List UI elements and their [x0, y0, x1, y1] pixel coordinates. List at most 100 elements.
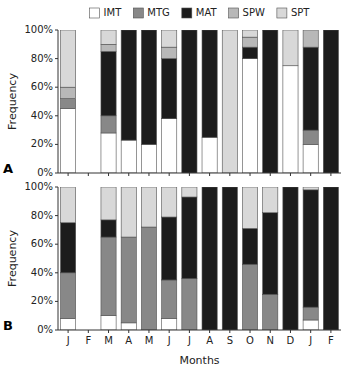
x-tick — [108, 330, 109, 333]
x-tick-label: A — [125, 335, 132, 346]
y-axis-line — [58, 30, 59, 173]
y-tick — [55, 244, 58, 245]
y-tick — [55, 30, 58, 31]
legend-label: MTG — [147, 7, 170, 18]
x-tick — [128, 330, 129, 333]
bar-segment — [182, 30, 197, 173]
x-tick-label: J — [308, 335, 312, 346]
x-tick-label: M — [104, 335, 113, 346]
y-tick-label: 40% — [31, 110, 53, 121]
bar-segment — [61, 187, 76, 223]
bar-segment — [242, 37, 257, 47]
bar-segment — [61, 319, 76, 330]
bar-segment — [303, 144, 318, 173]
bar-segment — [141, 30, 156, 31]
bar-segment — [141, 187, 156, 227]
bar-segment — [61, 109, 76, 173]
x-tick-label: M — [145, 335, 154, 346]
bar-segment — [101, 30, 116, 44]
bar-segment — [61, 273, 76, 319]
bar-segment — [101, 187, 116, 220]
x-tick — [169, 330, 170, 333]
x-tick-label: A — [206, 335, 213, 346]
panel: 0%20%40%60%80%100%JFMAMJJASONDJFFrequenc… — [3, 181, 341, 367]
bar-segment — [242, 264, 257, 330]
chart: 0%20%40%60%80%100%FrequencyAIMTMTGMATSPW… — [0, 0, 349, 388]
bar-segment — [141, 227, 156, 330]
x-tick — [270, 173, 271, 176]
bar-segment — [101, 116, 116, 133]
x-tick-label: S — [227, 335, 233, 346]
y-tick — [55, 187, 58, 188]
x-tick — [270, 330, 271, 333]
legend-swatch — [277, 8, 287, 18]
bar-segment — [162, 217, 177, 280]
y-tick — [55, 330, 58, 331]
x-tick — [209, 330, 210, 333]
bar-segment — [61, 30, 76, 87]
legend-item: SPT — [277, 7, 310, 18]
bar-segment — [222, 30, 237, 173]
x-tick — [128, 173, 129, 176]
bar-segment — [303, 320, 318, 330]
bar-segment — [182, 30, 197, 31]
y-tick-label: 60% — [31, 81, 53, 92]
bar-segment — [303, 47, 318, 130]
x-axis-line — [58, 173, 341, 174]
bar-segment — [202, 187, 217, 188]
x-tick — [169, 173, 170, 176]
bar-segment — [182, 279, 197, 330]
y-tick — [55, 144, 58, 145]
y-tick-label: 40% — [31, 267, 53, 278]
bar-segment — [242, 47, 257, 58]
x-tick-label: F — [328, 335, 334, 346]
y-tick-label: 20% — [31, 138, 53, 149]
bar-segment — [202, 30, 217, 31]
panel-label: A — [3, 161, 13, 176]
bar-segment — [101, 133, 116, 173]
x-tick — [148, 173, 149, 176]
x-tick — [189, 173, 190, 176]
bar-segment — [121, 187, 136, 237]
bar-segment — [162, 47, 177, 58]
y-tick-label: 100% — [24, 24, 53, 35]
bar-segment — [242, 228, 257, 264]
bars — [61, 187, 339, 330]
x-tick-label: J — [167, 335, 171, 346]
y-tick — [55, 301, 58, 302]
legend-item: SPW — [229, 7, 265, 18]
x-tick — [330, 330, 331, 333]
bar-segment — [263, 30, 278, 173]
y-tick-label: 0% — [37, 324, 53, 335]
legend-swatch — [182, 8, 192, 18]
bar-segment — [141, 30, 156, 31]
x-tick — [330, 173, 331, 176]
bar-segment — [182, 197, 197, 279]
x-tick — [290, 330, 291, 333]
bar-segment — [162, 319, 177, 330]
bar-segment — [263, 294, 278, 330]
x-axis-label: Months — [179, 354, 219, 367]
bar-segment — [263, 213, 278, 295]
x-tick-label: J — [187, 335, 191, 346]
x-tick — [148, 330, 149, 333]
bar-segment — [323, 187, 338, 188]
bar-segment — [182, 187, 197, 197]
bar-segment — [101, 44, 116, 51]
bar-segment — [323, 187, 338, 188]
bar-segment — [242, 59, 257, 173]
x-tick — [88, 330, 89, 333]
y-tick-label: 0% — [37, 167, 53, 178]
bar-segment — [101, 51, 116, 115]
y-axis-label: Frequency — [6, 73, 19, 130]
panel: 0%20%40%60%80%100%FrequencyA — [3, 24, 341, 178]
x-tick-label: D — [287, 335, 295, 346]
y-tick — [55, 215, 58, 216]
bar-segment — [303, 307, 318, 320]
bar-segment — [323, 30, 338, 31]
bar-segment — [202, 187, 217, 188]
legend-item: MTG — [133, 7, 170, 18]
x-tick — [189, 330, 190, 333]
bar-segment — [303, 130, 318, 144]
x-tick — [310, 173, 311, 176]
